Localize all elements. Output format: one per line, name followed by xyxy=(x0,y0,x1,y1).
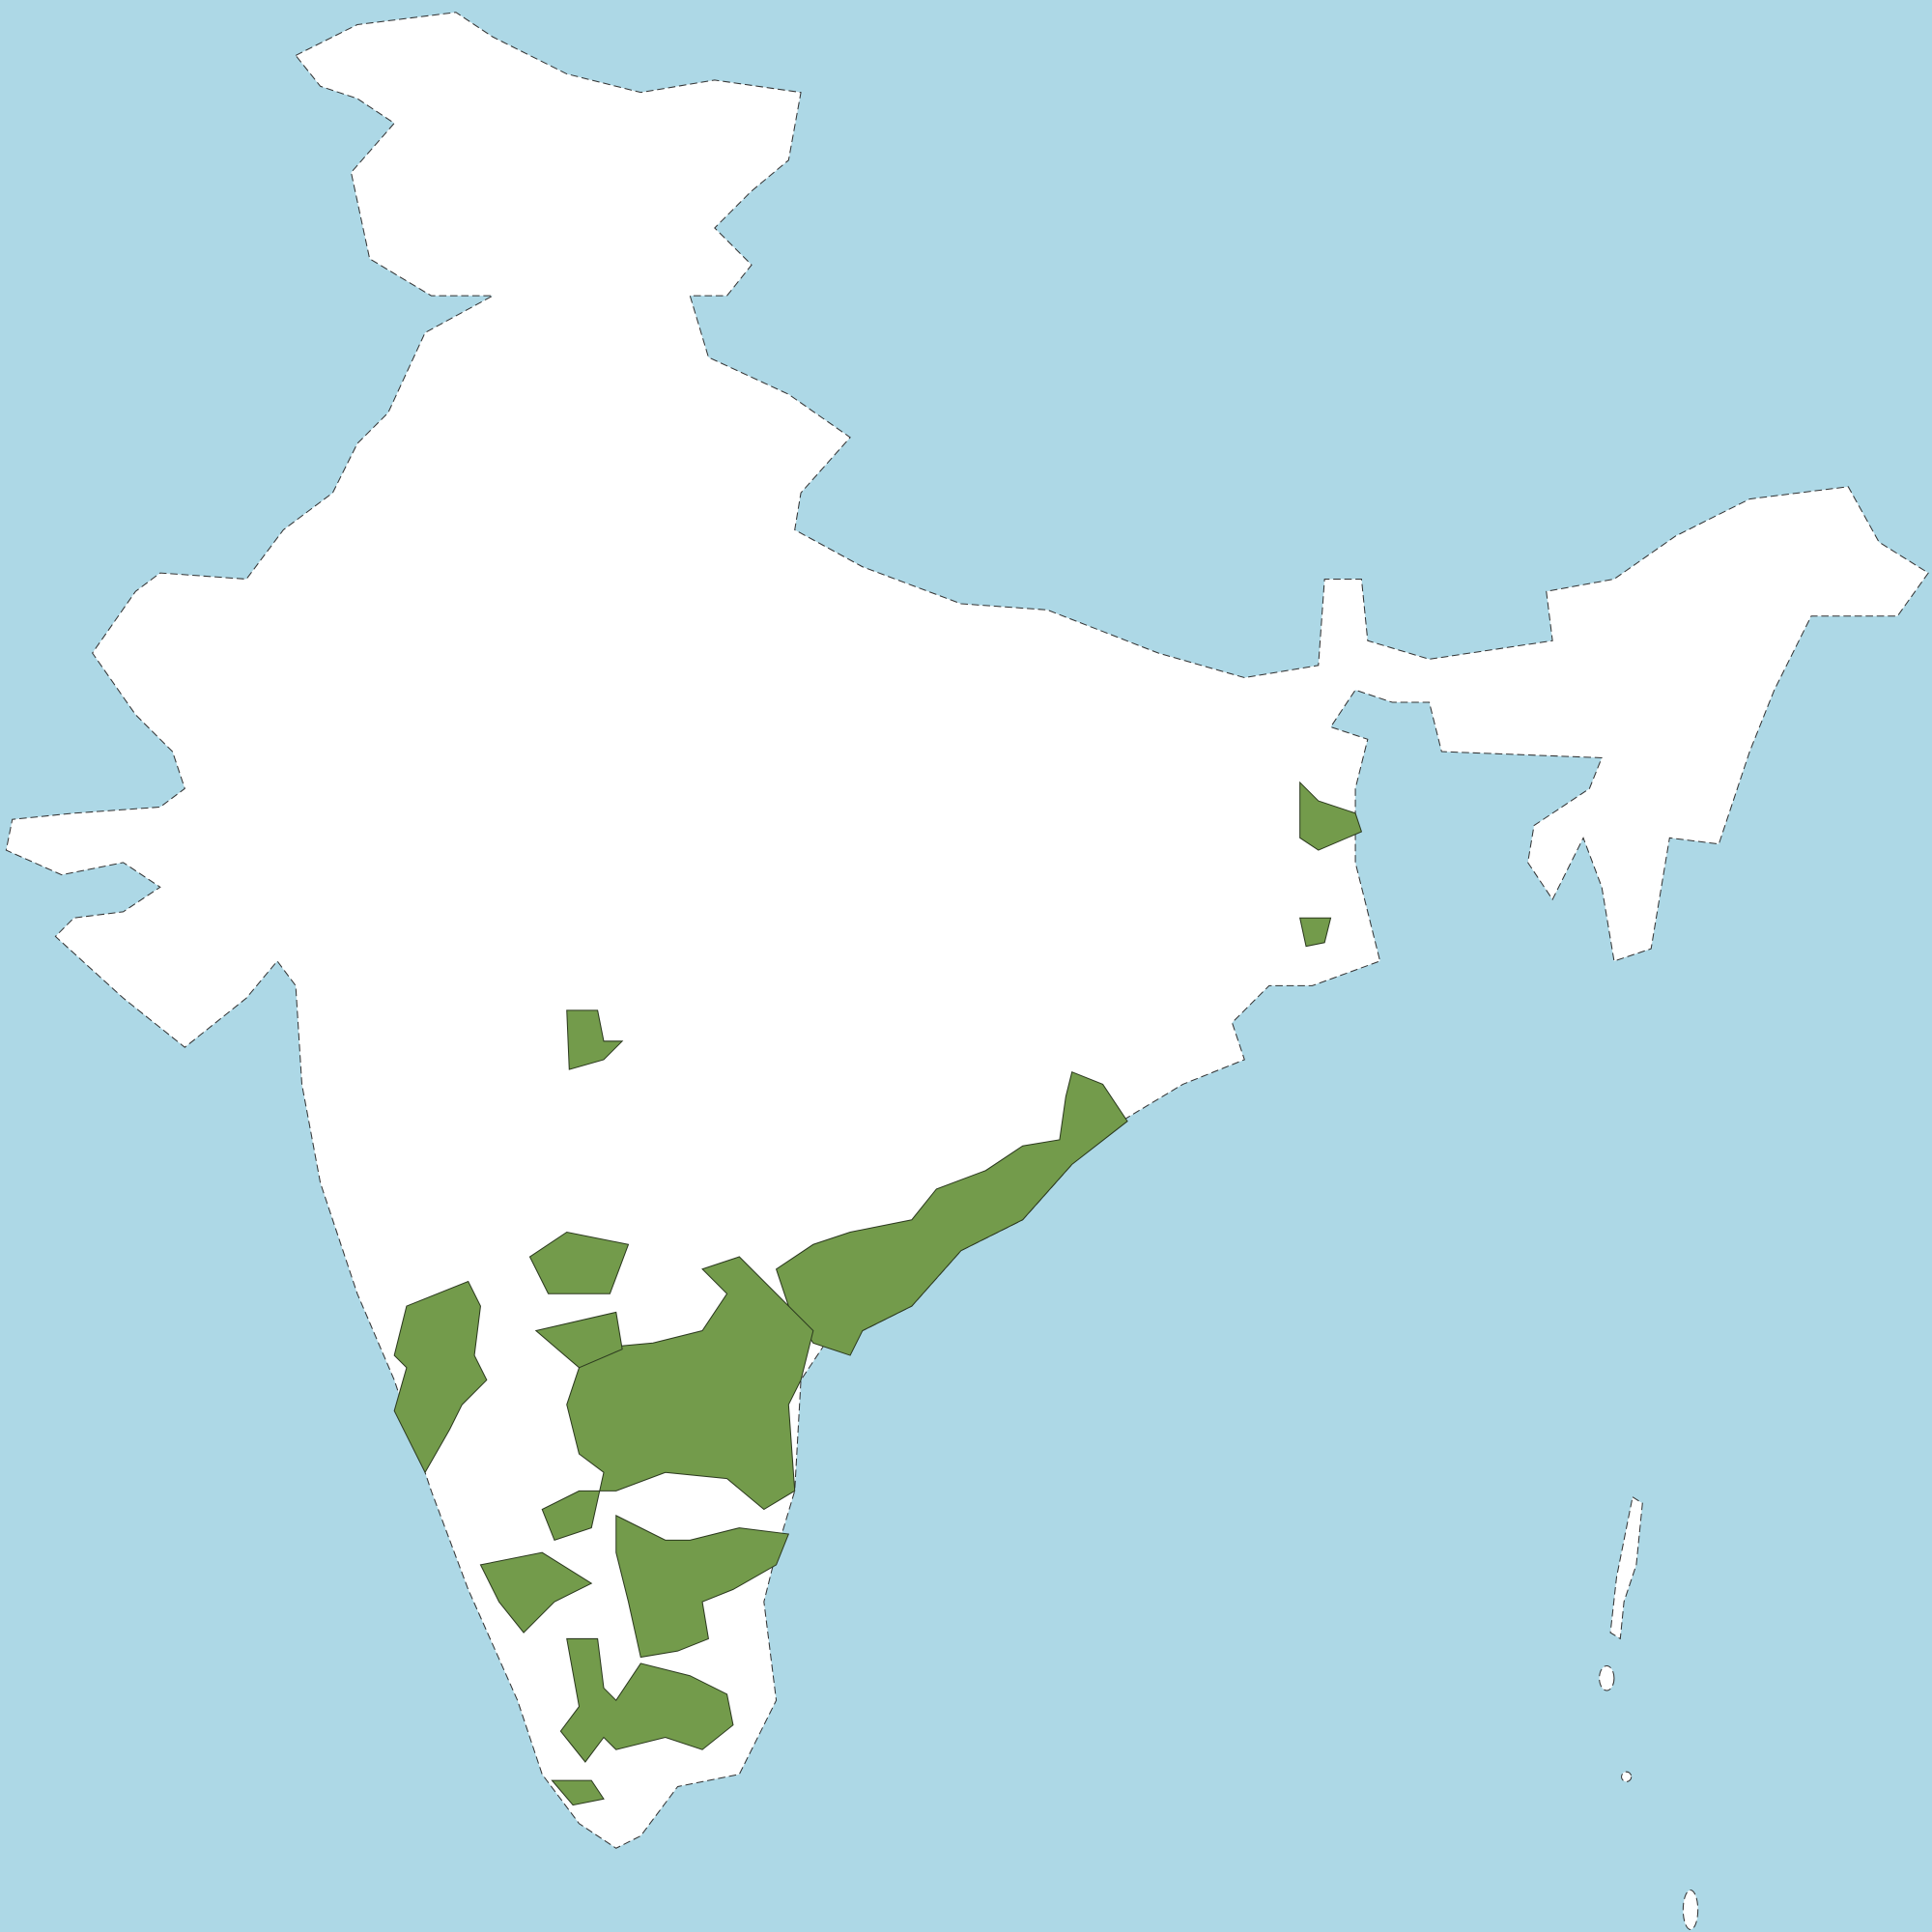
highlight-tamil-nadu-south xyxy=(559,1637,734,1763)
highlight-kerala-south xyxy=(551,1779,605,1806)
highlight-karnataka-interior xyxy=(534,1311,623,1369)
highlight-bengal-north xyxy=(1299,781,1363,851)
highlight-west-coast xyxy=(393,1280,488,1474)
great-nicobar-island xyxy=(1682,1889,1699,1930)
highlight-north-karnataka xyxy=(528,1231,630,1294)
highlight-kerala-north xyxy=(479,1551,593,1634)
mainland xyxy=(5,12,1929,1849)
highlight-tamil-nadu-north xyxy=(615,1515,790,1659)
small-island xyxy=(1621,1771,1633,1782)
nicobar-island xyxy=(1599,1664,1615,1691)
highlighted-districts xyxy=(393,781,1363,1806)
highlight-maharashtra xyxy=(566,1009,624,1070)
andaman-islands xyxy=(1609,1495,1643,1640)
highlight-bengal-south xyxy=(1299,917,1332,948)
